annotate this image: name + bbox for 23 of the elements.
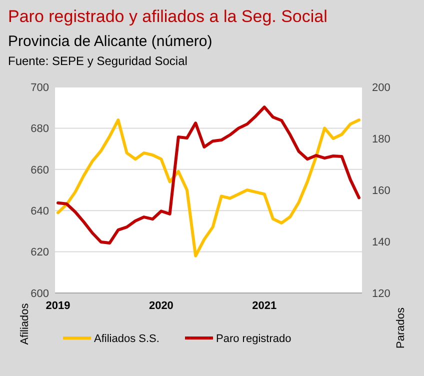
x-tick-label: 2021 bbox=[252, 300, 277, 312]
y-axis-title: Afiliados bbox=[19, 302, 31, 345]
y-tick-label: 620 bbox=[30, 246, 49, 259]
y-tick-label: 600 bbox=[30, 288, 49, 300]
x-tick-label: 2020 bbox=[148, 300, 174, 312]
line-series bbox=[56, 118, 360, 258]
y2-tick-label: 200 bbox=[372, 82, 390, 94]
y2-tick-label: 180 bbox=[372, 133, 390, 146]
y-tick-label: 640 bbox=[30, 205, 49, 218]
source-note: Fuente: SEPE y Seguridad Social bbox=[8, 54, 188, 68]
chart-subtitle: Provincia de Alicante (número) bbox=[8, 33, 212, 50]
y2-tick-label: 140 bbox=[372, 236, 390, 248]
y-tick-label: 680 bbox=[30, 123, 49, 136]
legend-label: Afiliados S.S. bbox=[94, 332, 160, 345]
legend-label: Paro registrado bbox=[216, 332, 292, 345]
y-tick-label: 700 bbox=[30, 82, 49, 94]
line-series bbox=[56, 106, 360, 245]
x-tick-label: 2019 bbox=[46, 300, 70, 312]
y2-tick-label: 160 bbox=[372, 184, 390, 197]
y-tick-label: 660 bbox=[30, 164, 49, 176]
y2-tick-label: 120 bbox=[372, 288, 390, 300]
y2-axis-title: Parados bbox=[395, 307, 407, 348]
chart-title: Paro registrado y afiliados a la Seg. Social bbox=[8, 7, 328, 26]
